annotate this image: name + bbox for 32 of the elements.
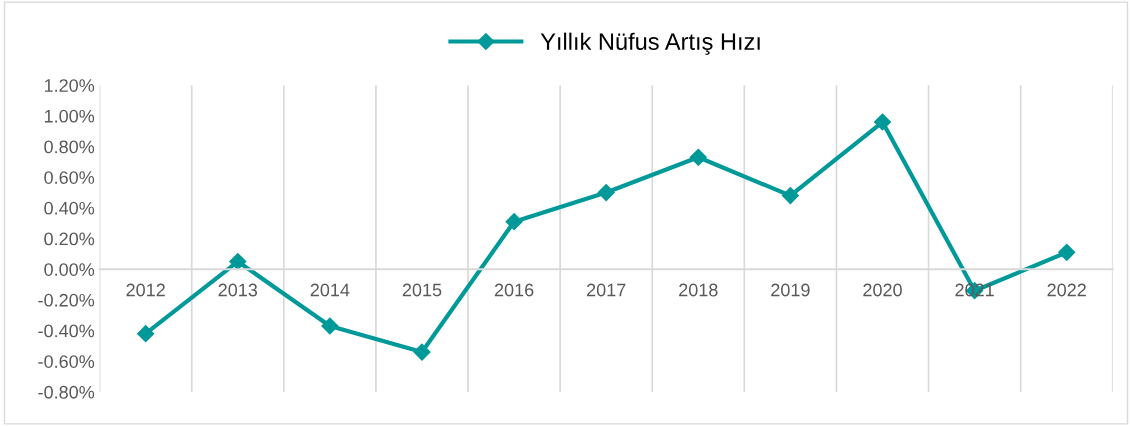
point <box>321 317 339 335</box>
y-tick-label: 0.20% <box>44 232 95 246</box>
point <box>1058 243 1076 261</box>
y-tick-label: -0.20% <box>38 293 95 307</box>
x-tick-label: 2013 <box>218 283 258 297</box>
y-tick-label: 0.40% <box>44 201 95 215</box>
x-tick-label: 2012 <box>126 283 165 297</box>
point <box>781 187 799 205</box>
x-tick-label: 2017 <box>587 283 626 297</box>
y-tick-label: 1.20% <box>44 79 95 92</box>
point <box>413 343 431 361</box>
point <box>505 213 523 231</box>
y-tick-label: -0.60% <box>38 355 95 368</box>
y-tick-label: 0.00% <box>44 263 95 276</box>
y-tick-label: 0.80% <box>44 140 95 154</box>
y-tick-label: -0.40% <box>38 324 95 338</box>
x-tick-label: 2015 <box>402 283 442 297</box>
x-tick-label: 2016 <box>494 283 534 297</box>
x-tick-label: 2018 <box>679 283 718 297</box>
y-tick-label: -0.80% <box>38 385 95 399</box>
point <box>689 148 707 166</box>
point <box>229 253 247 271</box>
x-tick-label: 2022 <box>1047 283 1086 297</box>
y-tick-label: 1.00% <box>44 109 95 123</box>
x-tick-label: 2014 <box>310 283 350 297</box>
point <box>597 183 615 202</box>
x-tick-label: 2019 <box>771 283 810 297</box>
point <box>137 325 155 343</box>
y-tick-label: 0.60% <box>44 171 95 184</box>
point <box>873 113 892 131</box>
x-tick-label: 2020 <box>863 283 902 297</box>
legend-label: Yıllık Nüfus Artış Hızı <box>540 32 760 55</box>
